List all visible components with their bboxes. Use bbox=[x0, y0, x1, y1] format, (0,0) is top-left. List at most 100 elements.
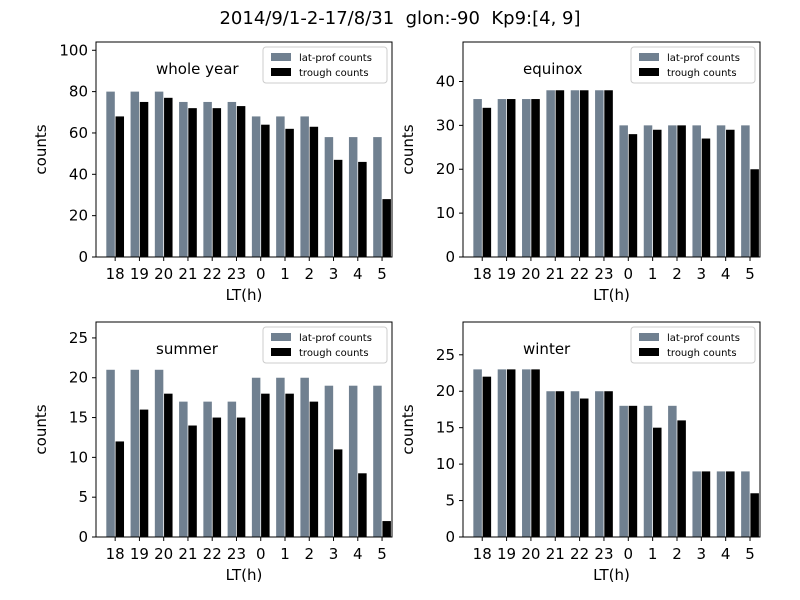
bar-trough bbox=[358, 161, 367, 257]
x-tick-label: 23 bbox=[594, 265, 613, 283]
x-tick-label: 1 bbox=[648, 265, 658, 283]
bar-trough bbox=[333, 159, 343, 257]
legend-label: trough counts bbox=[299, 348, 369, 359]
figure-title: 2014/9/1-2-17/8/31 glon:-90 Kp9:[4, 9] bbox=[219, 8, 581, 29]
bar-lat-prof bbox=[154, 369, 164, 537]
bar-trough bbox=[506, 369, 516, 537]
panel-equinox: 18 19 20 21 22 23 0 1 2 3 4 5010203040LT(h)countseq… bbox=[399, 41, 761, 304]
x-tick-label: 4 bbox=[353, 545, 363, 563]
y-tick-label: 20 bbox=[69, 207, 88, 225]
y-tick-label: 60 bbox=[69, 124, 88, 142]
bar-lat-prof bbox=[251, 377, 261, 537]
bar-lat-prof bbox=[106, 91, 115, 257]
x-tick-label: 20 bbox=[521, 265, 540, 283]
y-axis-label: counts bbox=[32, 404, 50, 454]
x-axis-label: LT(h) bbox=[593, 566, 630, 584]
y-tick-label: 20 bbox=[436, 382, 455, 400]
legend-box bbox=[262, 46, 388, 84]
bar-lat-prof bbox=[154, 91, 164, 257]
bar-lat-prof bbox=[741, 125, 750, 258]
x-tick-label: 2 bbox=[672, 265, 682, 283]
y-tick-label: 0 bbox=[78, 248, 88, 266]
x-tick-label: 5 bbox=[745, 545, 755, 563]
x-tick-label: 1 bbox=[280, 545, 290, 563]
legend-label: lat-prof counts bbox=[667, 333, 740, 344]
legend-swatch-lat-prof bbox=[271, 333, 291, 341]
bar-lat-prof bbox=[619, 125, 628, 258]
y-tick-label: 40 bbox=[436, 72, 455, 90]
bar-lat-prof bbox=[179, 401, 188, 537]
bar-trough bbox=[677, 420, 686, 537]
bar-trough bbox=[506, 99, 516, 257]
bar-lat-prof bbox=[668, 125, 677, 258]
bar-trough bbox=[139, 409, 149, 537]
bar-trough bbox=[382, 199, 391, 257]
bar-lat-prof bbox=[227, 101, 237, 257]
x-tick-label: 2 bbox=[304, 545, 314, 563]
x-tick-label: 3 bbox=[697, 265, 707, 283]
x-tick-label: 2 bbox=[672, 545, 682, 563]
bar-trough bbox=[115, 116, 125, 257]
x-tick-label: 4 bbox=[353, 265, 363, 283]
x-tick-label: 18 bbox=[473, 265, 492, 283]
y-tick-label: 0 bbox=[445, 528, 455, 546]
legend-label: trough counts bbox=[299, 68, 369, 79]
bar-trough bbox=[701, 471, 711, 537]
bar-trough bbox=[115, 441, 125, 537]
bar-lat-prof bbox=[179, 101, 188, 257]
y-tick-label: 40 bbox=[69, 165, 88, 183]
bar-trough bbox=[653, 129, 662, 257]
y-tick-label: 0 bbox=[78, 528, 88, 546]
bar-trough bbox=[285, 128, 294, 257]
bar-trough bbox=[261, 393, 270, 537]
x-tick-label: 3 bbox=[329, 265, 339, 283]
bar-trough bbox=[212, 417, 222, 537]
bar-lat-prof bbox=[643, 125, 653, 258]
x-tick-label: 22 bbox=[570, 265, 589, 283]
y-tick-label: 80 bbox=[69, 83, 88, 101]
bar-lat-prof bbox=[203, 101, 212, 257]
legend-box bbox=[630, 46, 756, 84]
bar-trough bbox=[579, 90, 589, 257]
x-tick-label: 4 bbox=[721, 545, 731, 563]
panel-annotation: summer bbox=[156, 340, 219, 358]
y-tick-label: 10 bbox=[436, 455, 455, 473]
bar-lat-prof bbox=[716, 125, 726, 258]
y-axis-label: counts bbox=[399, 404, 417, 454]
bar-lat-prof bbox=[106, 369, 115, 537]
bar-trough bbox=[482, 376, 492, 537]
bar-trough bbox=[164, 97, 173, 257]
legend-label: trough counts bbox=[667, 68, 737, 79]
axes-frame bbox=[462, 321, 761, 538]
x-tick-label: 3 bbox=[697, 545, 707, 563]
bar-lat-prof bbox=[546, 391, 555, 537]
x-tick-label: 20 bbox=[521, 545, 540, 563]
bar-trough bbox=[261, 124, 270, 257]
y-tick-label: 100 bbox=[59, 41, 88, 59]
bar-trough bbox=[677, 125, 686, 258]
panel-whole-year: 18 19 20 21 22 23 0 1 2 3 4 5020406080100LT(h)count… bbox=[32, 41, 393, 304]
legend-label: lat-prof counts bbox=[299, 53, 372, 64]
bar-trough bbox=[482, 107, 492, 257]
panel-winter: 18 19 20 21 22 23 0 1 2 3 4 50510152025LT(h)countsw… bbox=[399, 321, 761, 584]
bar-trough bbox=[555, 90, 565, 257]
bar-lat-prof bbox=[348, 385, 358, 537]
x-tick-label: 20 bbox=[154, 545, 173, 563]
bar-lat-prof bbox=[300, 377, 309, 537]
axes-frame bbox=[462, 41, 761, 258]
bar-lat-prof bbox=[251, 116, 261, 257]
x-tick-label: 21 bbox=[546, 545, 565, 563]
bar-lat-prof bbox=[497, 369, 507, 537]
bar-lat-prof bbox=[373, 385, 382, 537]
x-tick-label: 23 bbox=[227, 265, 246, 283]
x-tick-label: 4 bbox=[721, 265, 731, 283]
x-axis-label: LT(h) bbox=[593, 286, 630, 304]
y-tick-label: 25 bbox=[436, 346, 455, 364]
x-tick-label: 0 bbox=[624, 545, 634, 563]
panel-annotation: winter bbox=[523, 340, 571, 358]
bar-trough bbox=[212, 108, 222, 258]
bar-lat-prof bbox=[300, 116, 309, 257]
bar-lat-prof bbox=[716, 471, 726, 537]
bar-trough bbox=[139, 101, 149, 257]
